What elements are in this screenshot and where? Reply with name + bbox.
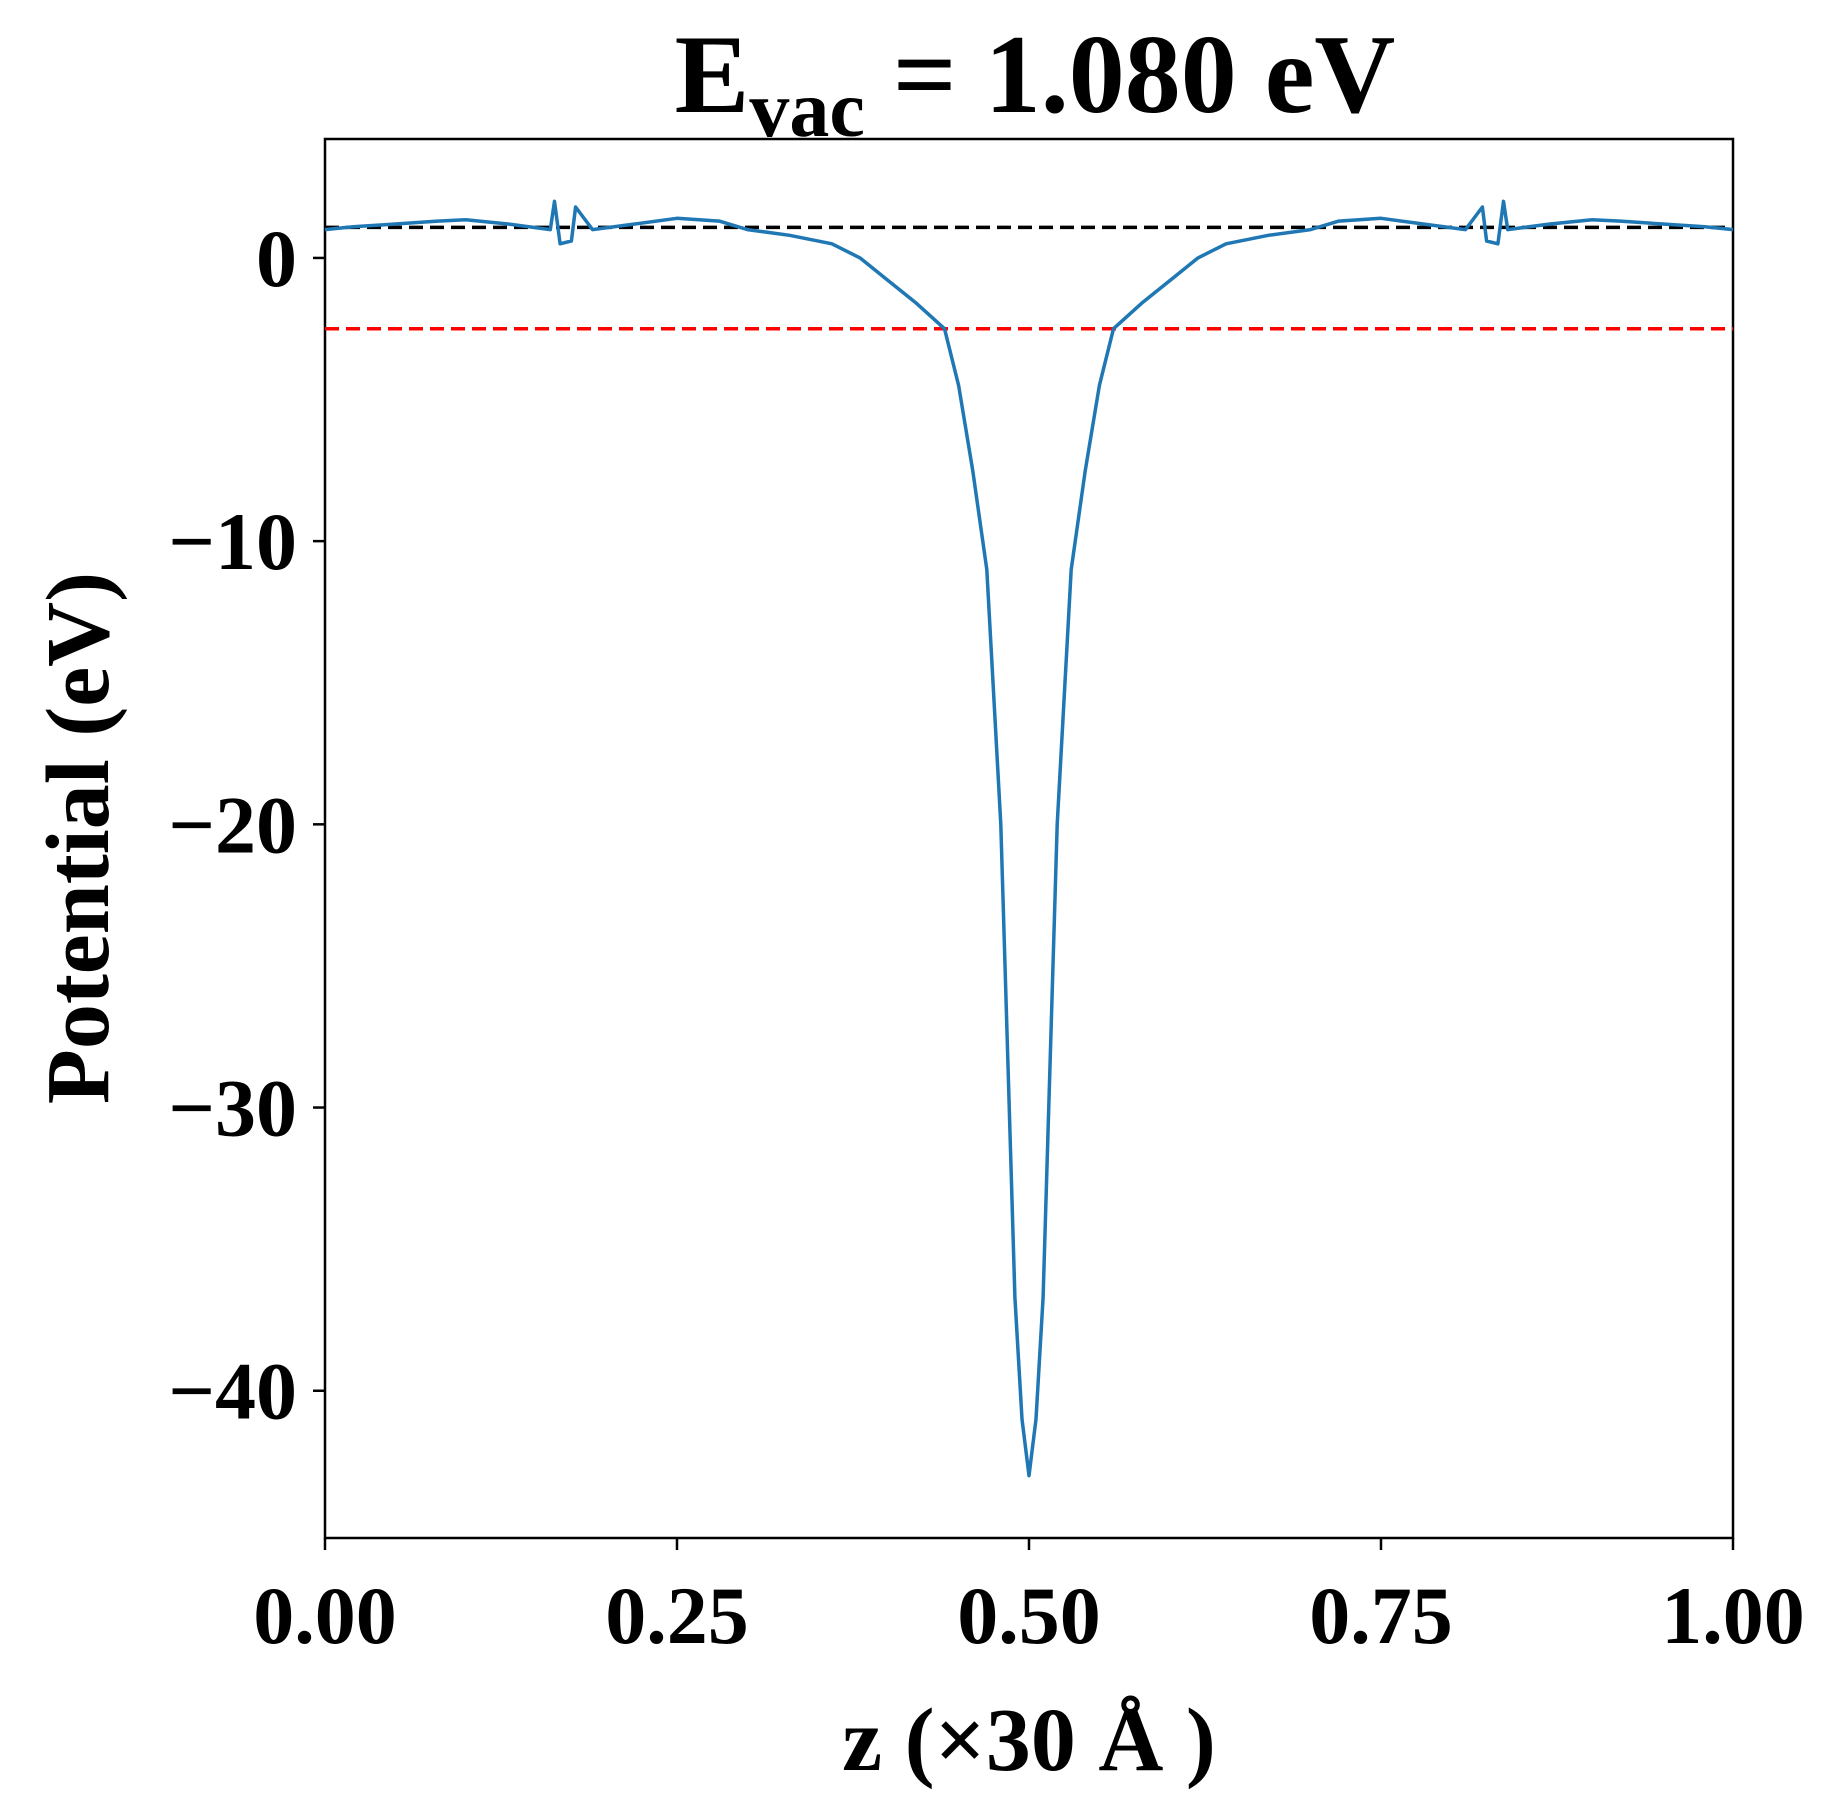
title-text: = 1.080 eV: [865, 13, 1395, 137]
x-tick-label: 0.50: [957, 1570, 1101, 1661]
chart-title: Evac = 1.080 eV: [675, 13, 1396, 154]
y-tick-label: −20: [168, 779, 297, 870]
y-axis-label: Potential (eV): [29, 572, 128, 1104]
x-axis-label: z (×30 Å ): [842, 1691, 1216, 1790]
x-tick-label: 0.25: [605, 1570, 749, 1661]
y-tick-label: −40: [168, 1346, 297, 1437]
x-tick-label: 0.75: [1309, 1570, 1453, 1661]
y-tick-label: 0: [256, 213, 297, 304]
data-line: [324, 199, 1734, 1478]
x-tick-label: 0.00: [253, 1570, 397, 1661]
x-tick-label: 1.00: [1661, 1570, 1805, 1661]
y-tick-label: −10: [168, 496, 297, 587]
y-tick-label: −30: [168, 1063, 297, 1154]
title-subscript: vac: [749, 66, 865, 154]
plot-frame: [323, 137, 1735, 1540]
title-base: E: [675, 13, 750, 137]
